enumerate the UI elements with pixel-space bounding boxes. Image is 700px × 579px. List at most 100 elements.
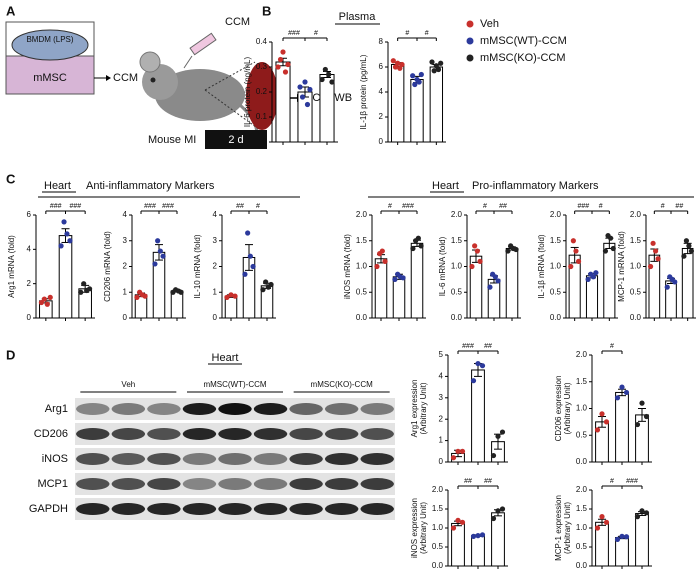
data-point <box>415 235 421 241</box>
data-point <box>619 533 625 539</box>
data-point <box>573 248 579 254</box>
significance-label: # <box>314 30 318 37</box>
data-point <box>397 65 403 71</box>
data-point <box>619 384 625 390</box>
legend-swatch <box>466 54 474 62</box>
significance-label: # <box>425 30 429 37</box>
zoom-line <box>204 61 256 91</box>
blot-band <box>111 428 146 440</box>
data-point <box>455 517 461 524</box>
data-point <box>400 275 406 281</box>
y-tick-label: 0.5 <box>576 542 588 551</box>
data-point <box>585 276 591 282</box>
data-point <box>390 58 396 64</box>
data-point <box>450 525 457 531</box>
bar <box>170 290 184 319</box>
y-tick-label: 2.0 <box>356 210 368 219</box>
data-point <box>639 508 645 514</box>
y-tick-label: 0.5 <box>550 287 562 296</box>
blot-band <box>289 453 323 465</box>
bar <box>429 66 444 143</box>
bar <box>681 247 694 319</box>
y-tick-label: 4 <box>379 87 384 96</box>
blot-band <box>253 403 288 415</box>
data-point <box>379 248 385 254</box>
data-point <box>418 243 424 249</box>
y-tick-label: 2.0 <box>451 210 463 219</box>
data-point <box>282 69 289 75</box>
blot-band <box>147 403 181 415</box>
mouse-eye <box>150 77 156 83</box>
data-point <box>599 411 605 417</box>
data-point <box>322 66 328 73</box>
blot-band <box>253 503 288 515</box>
significance-label: # <box>388 203 392 210</box>
y-tick-label: 4 <box>27 244 32 253</box>
significance-label: ## <box>236 203 244 210</box>
y-tick-label: 1.0 <box>630 262 642 271</box>
blot-band <box>111 453 146 465</box>
data-point <box>686 243 692 249</box>
data-point <box>472 243 478 249</box>
bar <box>410 242 424 319</box>
y-axis-label: CD206 expression <box>554 376 563 442</box>
y-tick-label: 1.5 <box>550 236 562 245</box>
data-point <box>634 514 641 520</box>
y-tick-label: 0 <box>123 313 128 322</box>
data-point <box>470 533 477 539</box>
data-point <box>459 448 466 454</box>
significance-label: ### <box>288 30 300 37</box>
significance-label: ## <box>464 478 472 485</box>
data-point <box>475 360 481 367</box>
label: 2 d <box>228 134 243 146</box>
blot-band <box>360 428 394 440</box>
data-point <box>297 84 303 90</box>
bar <box>585 275 599 319</box>
blot-row-label: iNOS <box>42 453 68 465</box>
data-point <box>683 238 690 244</box>
blot-band <box>147 478 181 490</box>
blot-band <box>360 503 394 515</box>
blot-band <box>289 478 323 490</box>
y-tick-label: 3 <box>123 236 128 245</box>
data-point <box>634 421 641 428</box>
blot-band <box>253 453 288 465</box>
mouse-head <box>142 64 178 100</box>
y-tick-label: 8 <box>379 37 384 46</box>
blot-band <box>76 503 110 515</box>
data-point <box>416 79 422 85</box>
y-axis-label: Arg1 mRNA (fold) <box>7 235 16 298</box>
blot-band <box>76 453 110 465</box>
significance-label: ### <box>69 203 81 210</box>
data-point <box>610 245 616 252</box>
blot-band <box>182 453 217 465</box>
blot-row-label: MCP1 <box>37 478 68 490</box>
blot-band <box>324 478 359 490</box>
data-point <box>418 71 424 78</box>
y-tick-label: 1.5 <box>576 504 588 513</box>
blot-band <box>218 453 252 465</box>
significance-label: ## <box>499 203 507 210</box>
blot-band <box>111 503 146 515</box>
significance-label: # <box>610 478 614 485</box>
data-point <box>152 261 158 267</box>
tissue-label: Heart <box>212 352 239 364</box>
data-point <box>575 258 582 264</box>
data-point <box>568 263 574 270</box>
data-point <box>590 274 596 280</box>
bar <box>471 369 485 463</box>
data-point <box>438 60 444 66</box>
data-point <box>469 263 475 270</box>
data-point <box>614 395 621 401</box>
data-point <box>157 248 163 254</box>
y-tick-label: 2.0 <box>432 485 444 494</box>
data-point <box>58 243 64 249</box>
data-point <box>614 536 621 543</box>
label: BMDM (LPS) <box>26 35 73 44</box>
y-tick-label: 1 <box>439 436 444 445</box>
data-point <box>505 248 511 254</box>
y-tick-label: 0.5 <box>356 287 368 296</box>
y-tick-label: 1.5 <box>451 236 463 245</box>
panel-label: A <box>6 3 16 18</box>
